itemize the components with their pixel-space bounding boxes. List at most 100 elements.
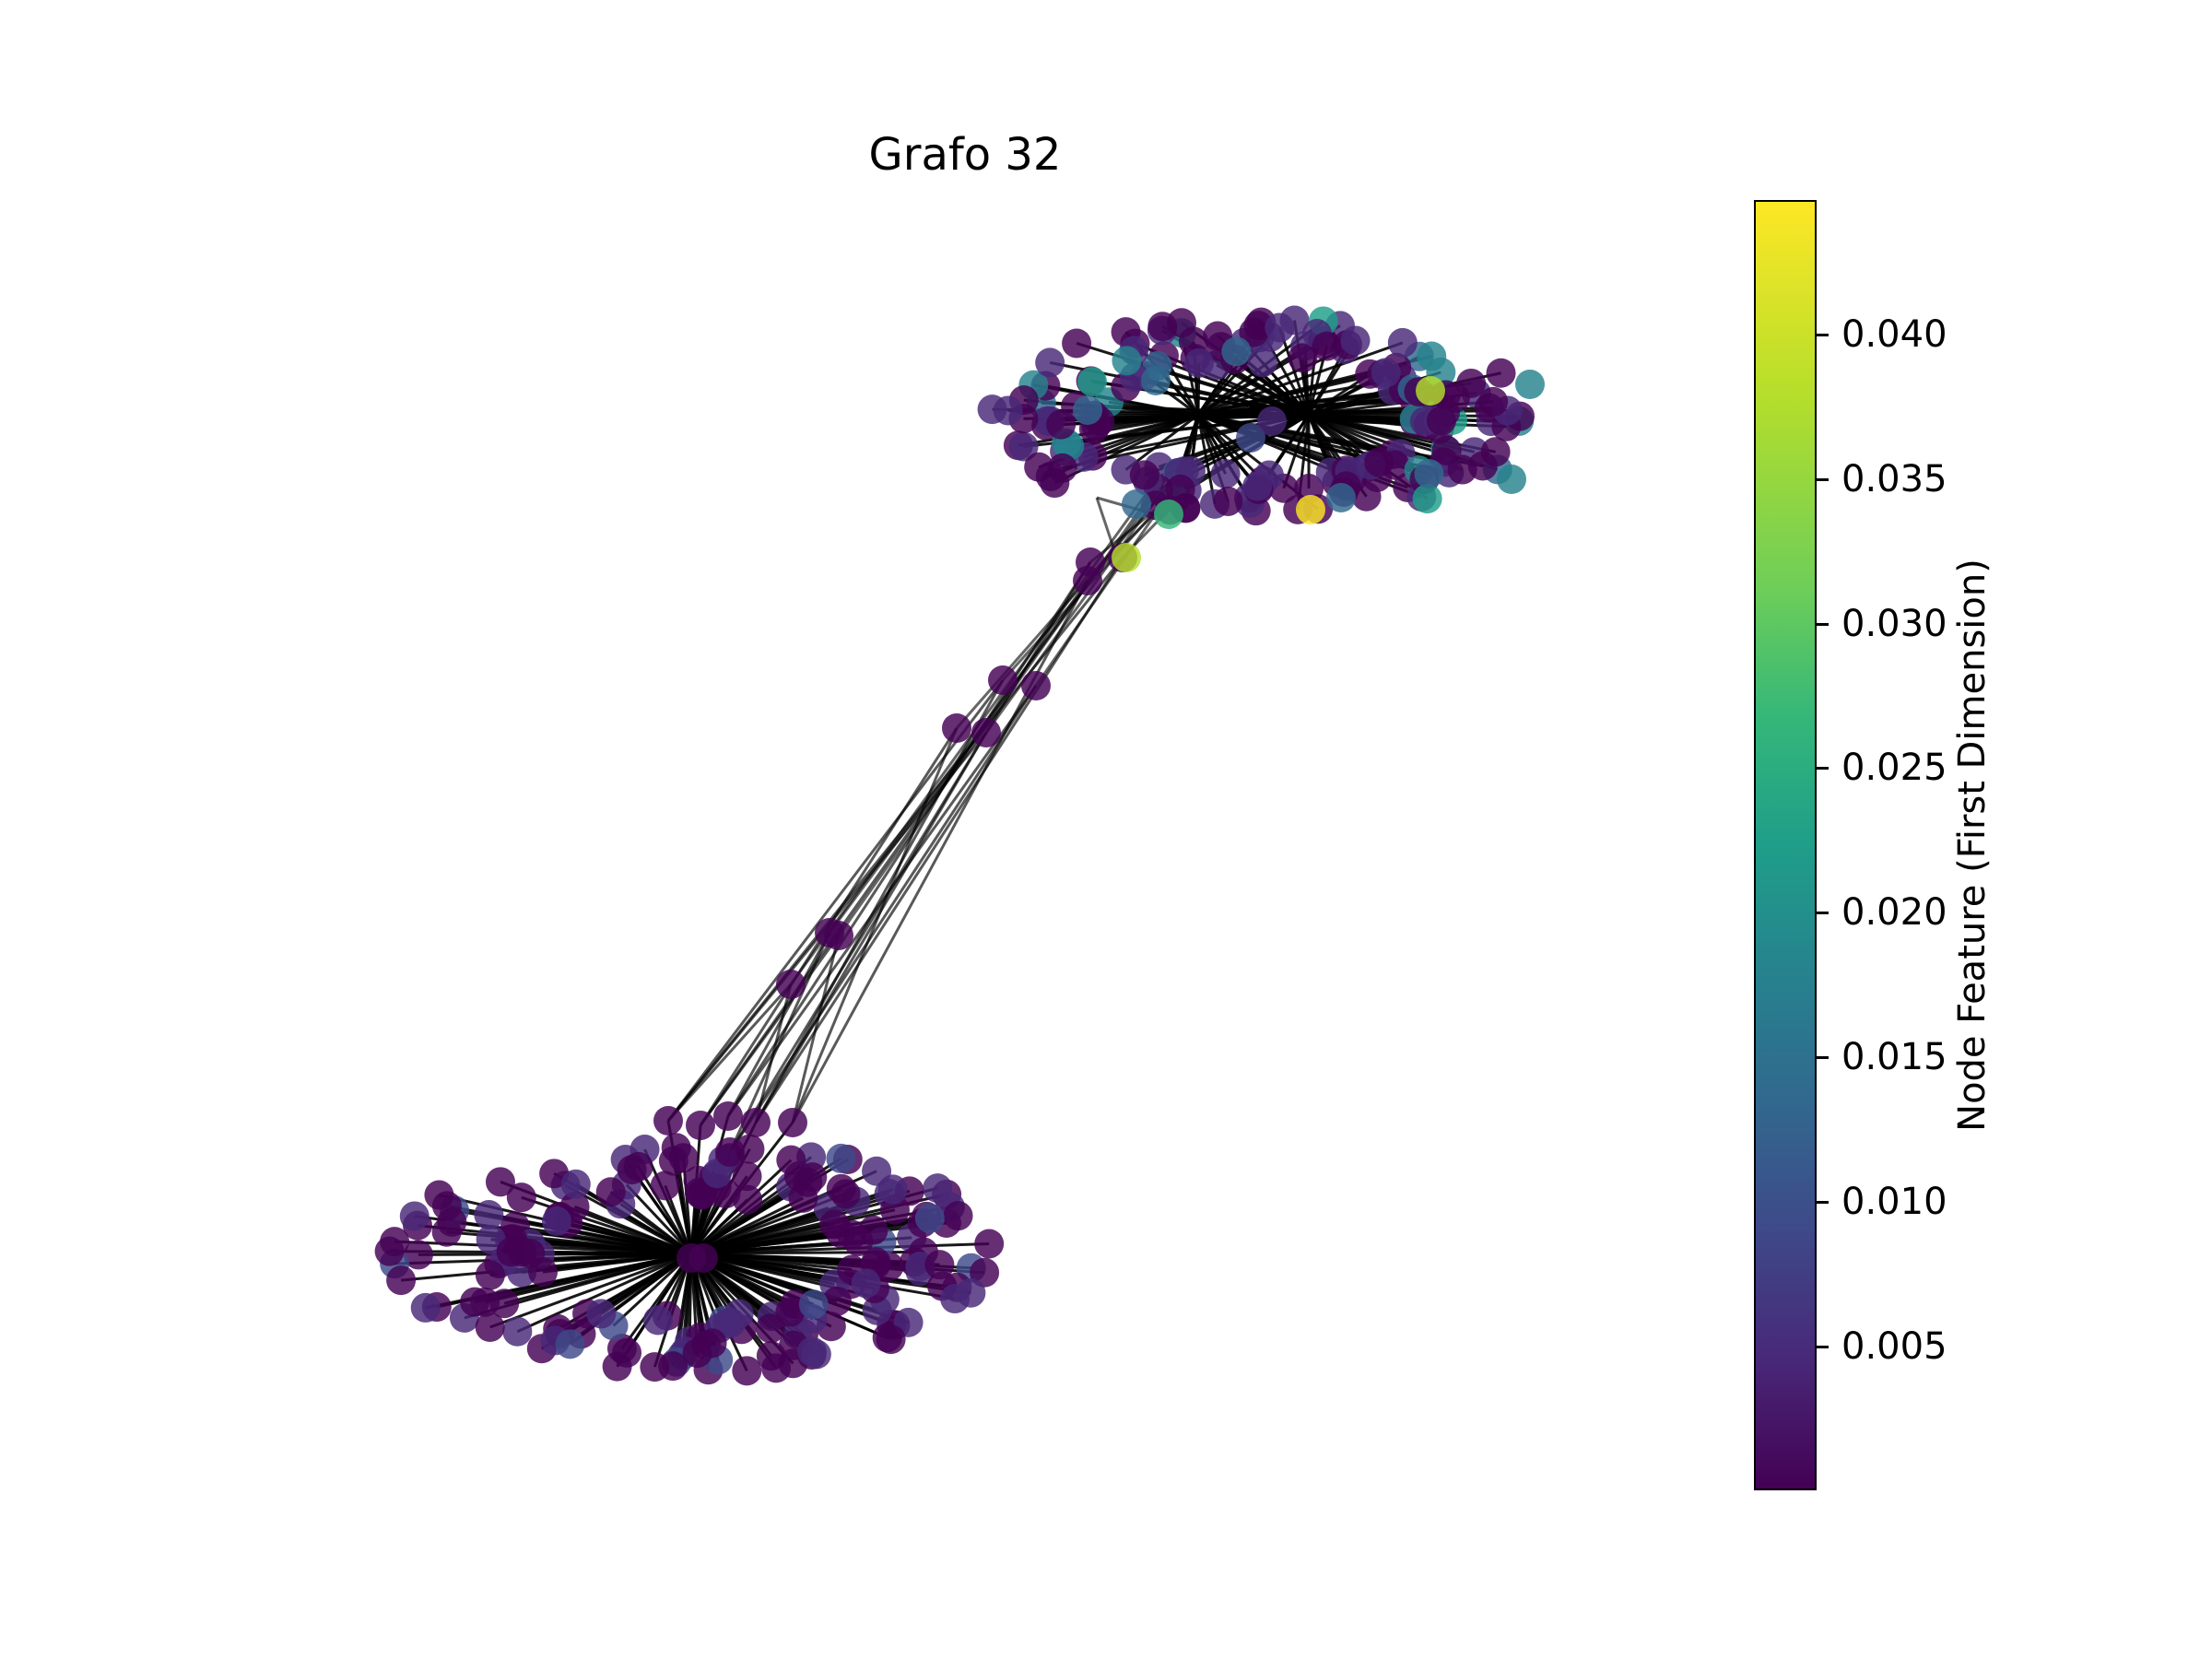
graph-edge: [690, 1241, 990, 1255]
graph-node: [1062, 328, 1092, 359]
graph-node: [642, 1305, 673, 1335]
graph-node: [701, 1159, 732, 1189]
graph-node: [923, 1173, 953, 1204]
graph-node: [1077, 367, 1108, 397]
graph-edge: [728, 685, 1038, 1153]
graph-node: [1112, 543, 1141, 572]
graph-node: [819, 1209, 850, 1240]
colorbar-tick: [1816, 1056, 1829, 1059]
graph-node: [555, 1329, 585, 1359]
graph-edge: [1197, 341, 1404, 417]
graph-node: [399, 1201, 429, 1231]
graph-node: [602, 1351, 632, 1382]
graph-node: [1431, 435, 1462, 465]
colorbar-tick-label: 0.040: [1841, 313, 1947, 356]
graph-edge: [837, 478, 1163, 936]
graph-node: [1387, 327, 1418, 358]
graph-node: [993, 395, 1023, 426]
graph-edge: [573, 1205, 692, 1255]
graph-edge: [1197, 371, 1387, 417]
graph-node: [1312, 331, 1342, 361]
graph-node: [489, 1288, 520, 1319]
graph-node: [386, 1265, 417, 1296]
graph-node: [1213, 486, 1243, 516]
graph-node: [1210, 459, 1241, 489]
graph-node: [586, 1299, 617, 1329]
graph-node: [843, 1227, 874, 1257]
graph-node: [1340, 325, 1371, 356]
colorbar-tick: [1816, 334, 1829, 336]
graph-edge: [791, 580, 1089, 1124]
graph-edge: [612, 1252, 693, 1327]
graph-node: [617, 1155, 647, 1185]
graph-node: [1112, 346, 1142, 376]
graph-node: [1129, 460, 1159, 490]
graph-edge: [666, 982, 793, 1123]
graph-edge: [575, 1182, 692, 1255]
colorbar-tick-label: 0.020: [1841, 891, 1947, 934]
graph-node: [380, 1227, 410, 1257]
graph-node: [715, 1137, 745, 1167]
graph-node: [1073, 566, 1102, 595]
colorbar-tick-label: 0.015: [1841, 1036, 1947, 1078]
graph-node: [956, 1277, 986, 1308]
graph-node: [822, 1286, 853, 1316]
graph-node: [826, 1173, 856, 1204]
graph-edge: [791, 935, 841, 1124]
graph-node: [1467, 451, 1498, 481]
graph-node: [1183, 347, 1214, 378]
graph-node: [974, 1229, 1005, 1259]
graph-node: [1416, 376, 1445, 406]
graph-node: [713, 1101, 743, 1131]
graph-node: [1515, 370, 1545, 399]
graph-edge: [690, 1208, 896, 1255]
graph-edge: [1196, 414, 1259, 488]
graph-node: [437, 1206, 467, 1237]
graph-node: [668, 1143, 699, 1173]
colorbar-tick-label: 0.025: [1841, 747, 1947, 789]
graph-node: [796, 1336, 827, 1367]
graph-node: [1265, 312, 1295, 343]
graph-edge: [690, 1217, 931, 1255]
graph-node: [688, 1243, 718, 1273]
colorbar-axis-label: Node Feature (First Dimension): [1951, 559, 1994, 1132]
graph-node: [776, 970, 806, 999]
graph-edge: [630, 1169, 693, 1254]
graph-node: [775, 1297, 806, 1327]
graph-node: [756, 1341, 786, 1371]
colorbar-tick: [1816, 912, 1829, 914]
graph-node: [1296, 495, 1325, 524]
graph-node: [1371, 358, 1401, 388]
graph-node: [653, 1106, 683, 1135]
graph-node: [824, 921, 853, 950]
graph-node: [1326, 483, 1356, 512]
colorbar-tick-label: 0.035: [1841, 458, 1947, 500]
graph-node: [1497, 465, 1526, 494]
graph-node: [686, 1111, 715, 1140]
graph-node: [942, 713, 971, 743]
graph-node: [851, 1268, 881, 1299]
graph-node: [778, 1108, 807, 1137]
graph-node: [798, 1289, 829, 1320]
graph-node: [988, 665, 1018, 695]
graph-node: [862, 1295, 892, 1325]
graph-node: [1122, 489, 1151, 519]
graph-node: [741, 1108, 771, 1137]
graph-node: [1165, 474, 1195, 504]
graph-node: [1364, 447, 1394, 477]
graph-node: [640, 1352, 670, 1382]
graph-edge: [726, 932, 831, 1117]
graph-node: [1236, 423, 1265, 453]
graph-node: [485, 1167, 515, 1197]
graph-edge: [666, 679, 1005, 1122]
graph-node: [682, 1338, 712, 1369]
graph-edge: [699, 935, 841, 1126]
graph-node: [1047, 453, 1077, 483]
graph-node: [876, 1324, 906, 1355]
colorbar-tick: [1816, 1201, 1829, 1204]
graph-node: [541, 1206, 571, 1237]
nodes-layer: [374, 305, 1545, 1386]
graph-node: [1414, 458, 1444, 488]
